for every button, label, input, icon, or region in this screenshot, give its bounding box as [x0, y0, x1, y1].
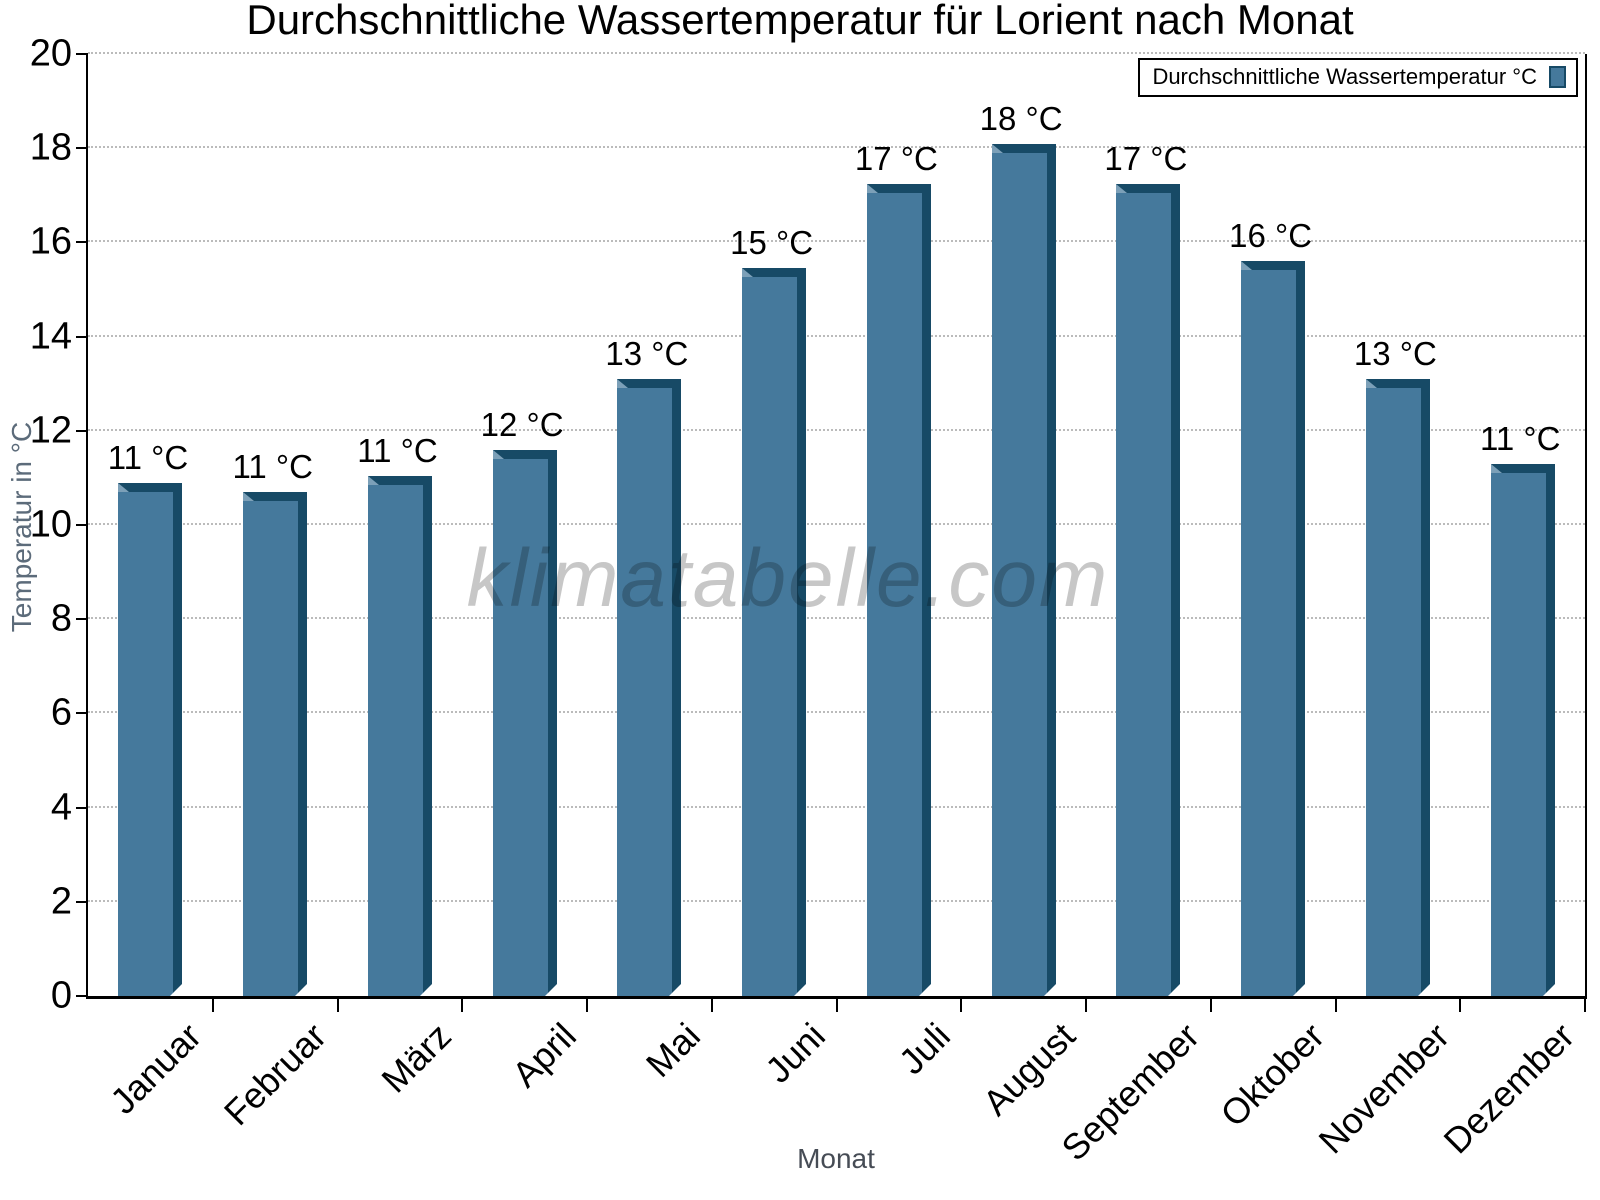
legend-box: Durchschnittliche Wassertemperatur °C: [1138, 58, 1578, 97]
y-tick-label: 8: [50, 597, 72, 640]
bar: [742, 268, 807, 996]
y-tick-label: 10: [29, 503, 72, 546]
y-tick: [76, 147, 88, 150]
x-tick: [1584, 999, 1586, 1012]
x-tick: [211, 999, 214, 1012]
bar-slot: 11 °C: [88, 54, 213, 997]
y-tick-label: 20: [29, 32, 72, 75]
bar: [617, 379, 682, 996]
bar-slot: 13 °C: [587, 54, 712, 996]
bar: [1116, 183, 1181, 997]
x-tick: [336, 999, 339, 1012]
bar: [1365, 379, 1430, 996]
bar-value-label: 11 °C: [1479, 419, 1561, 457]
bar-value-label: 18 °C: [979, 99, 1063, 137]
x-tick: [960, 999, 963, 1012]
chart-title: Durchschnittliche Wassertemperatur für L…: [246, 0, 1354, 43]
bar-slot: 11 °C: [1460, 54, 1585, 997]
gridline: [88, 805, 1585, 808]
y-tick: [76, 712, 88, 715]
bar-slot: 16 °C: [1211, 54, 1336, 996]
bar-slot: 11 °C: [338, 54, 463, 997]
bar-slot: 13 °C: [1336, 54, 1461, 996]
bar: [492, 449, 557, 997]
bar-value-label: 13 °C: [605, 335, 689, 372]
bar: [991, 143, 1056, 996]
x-tick: [1209, 999, 1212, 1012]
y-tick: [76, 53, 88, 55]
bar-value-label: 12 °C: [480, 405, 564, 443]
x-tick: [1459, 999, 1462, 1012]
bar: [367, 475, 432, 997]
x-tick: [710, 999, 713, 1012]
gridline: [88, 428, 1585, 431]
x-tick: [461, 999, 464, 1012]
gridline: [88, 711, 1585, 714]
bar-slot: 17 °C: [837, 54, 962, 997]
bar-value-label: 17 °C: [854, 139, 938, 177]
y-tick: [76, 524, 88, 526]
y-tick-label: 18: [29, 126, 72, 169]
legend-swatch: [1549, 66, 1566, 88]
x-tick: [1085, 999, 1087, 1012]
plot-area: 0 2 4 6 8 10 12 14 16 18 20 11 °C 11 °C 11 °C 12 °C 13…: [30, 33, 1587, 1169]
y-tick: [76, 241, 88, 244]
legend-label: Durchschnittliche Wassertemperatur °C: [1152, 64, 1537, 89]
y-tick: [76, 618, 88, 621]
x-tick: [835, 999, 838, 1012]
bar-value-label: 11 °C: [232, 448, 313, 486]
watermark: klimatabelle.com: [466, 533, 1110, 624]
bar-slot: 15 °C: [712, 54, 837, 996]
y-axis-title: Temperatur in °C: [6, 421, 37, 633]
bar-slot: 17 °C: [1086, 54, 1211, 997]
y-tick-label: 14: [29, 315, 72, 358]
gridline: [88, 334, 1585, 337]
bar-value-label: 17 °C: [1104, 139, 1188, 177]
x-axis-title: Monat: [797, 1143, 875, 1174]
bar: [118, 482, 183, 997]
y-tick: [76, 900, 88, 903]
y-tick-label: 6: [50, 691, 72, 734]
y-tick-label: 12: [29, 409, 72, 452]
bar-slot: 18 °C: [961, 54, 1086, 996]
bar-slot: 12 °C: [462, 54, 587, 997]
gridline: [88, 523, 1585, 525]
gridline: [88, 899, 1585, 902]
gridline: [88, 617, 1585, 620]
bar-slot: 11 °C: [213, 54, 338, 996]
bar-value-label: 15 °C: [730, 224, 814, 262]
y-tick: [76, 806, 88, 809]
bar: [866, 183, 931, 997]
bar: [1241, 261, 1306, 996]
y-tick-label: 16: [29, 220, 72, 263]
gridline: [88, 52, 1585, 54]
y-tick-label: 4: [50, 786, 72, 829]
y-tick-label: 2: [50, 880, 72, 923]
y-tick-label: 0: [50, 974, 72, 1017]
bar-value-label: 11 °C: [107, 438, 189, 476]
x-tick: [586, 999, 588, 1012]
x-tick: [1334, 999, 1337, 1012]
bar-value-label: 16 °C: [1229, 217, 1313, 255]
bar-value-label: 13 °C: [1353, 335, 1437, 372]
bar: [1490, 463, 1555, 997]
y-tick: [76, 995, 88, 997]
gridline: [88, 146, 1585, 149]
bar: [243, 492, 308, 996]
bar-value-label: 11 °C: [357, 431, 438, 469]
y-tick: [76, 429, 88, 432]
gridline: [88, 240, 1585, 243]
y-tick: [76, 335, 88, 338]
